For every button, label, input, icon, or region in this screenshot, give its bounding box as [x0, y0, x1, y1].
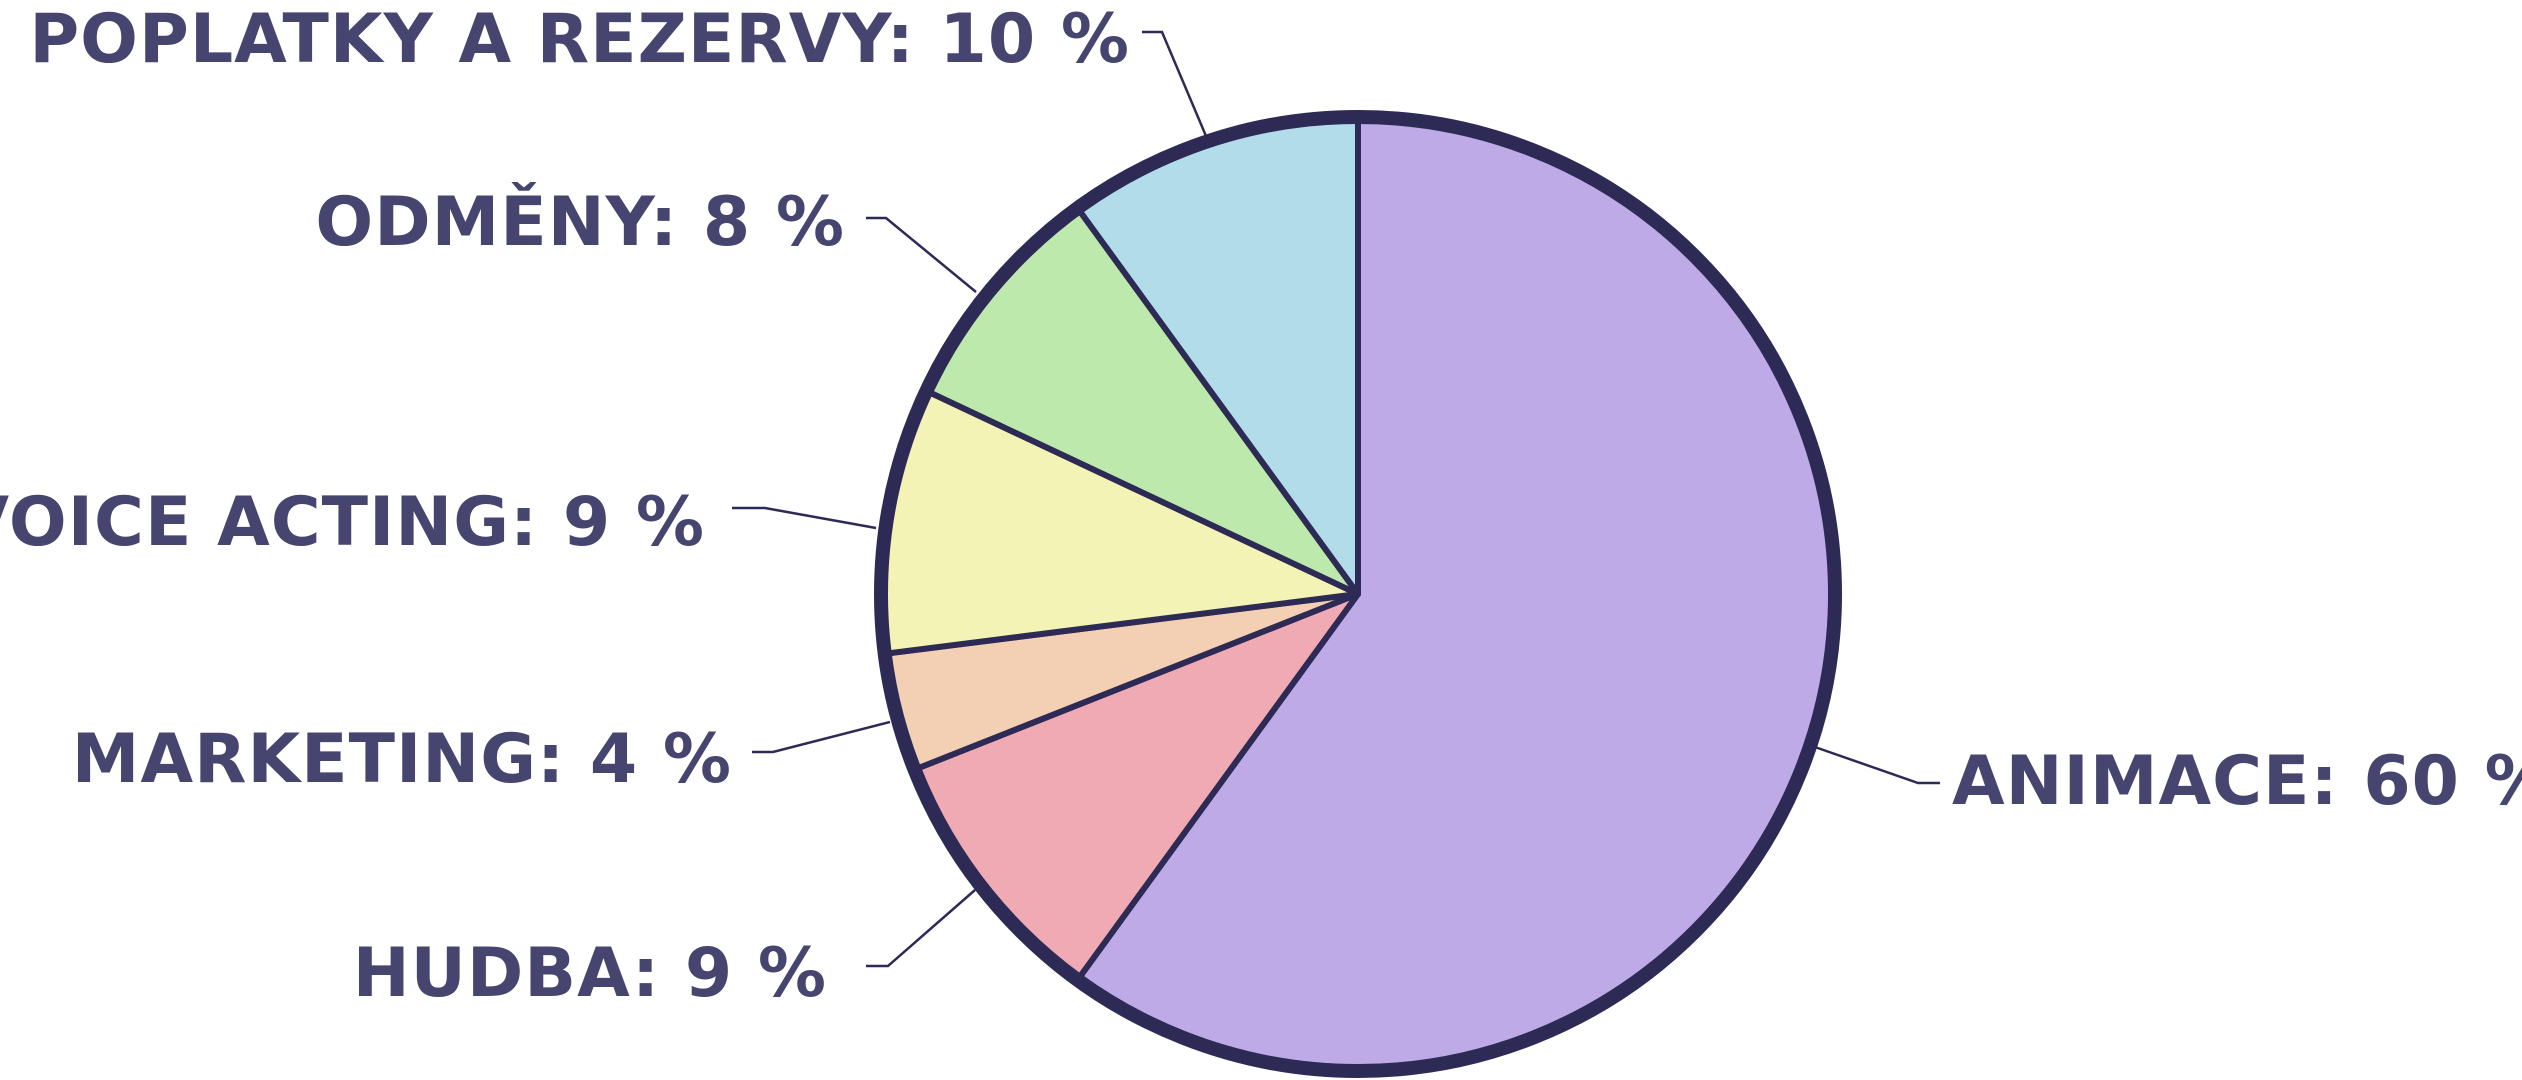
slice-label-poplatky-a-rezervy: POPLATKY A REZERVY: 10 %: [29, 0, 1130, 79]
leader-line-voice-acting: [732, 506, 877, 530]
leader-line-odmeny: [866, 216, 977, 293]
slice-label-hudba: HUDBA: 9 %: [353, 934, 827, 1013]
leader-line-poplatky-a-rezervy: [1142, 30, 1208, 137]
slice-label-odmeny: ODMĚNY: 8 %: [315, 182, 845, 262]
slice-label-marketing: MARKETING: 4 %: [72, 720, 732, 799]
slice-labels: ANIMACE: 60 % HUDBA: 9 % MARKETING: 4 % VOI…: [0, 0, 2522, 1013]
leader-line-animace: [1811, 744, 1940, 785]
leader-line-marketing: [752, 720, 891, 754]
slice-label-voice-acting: VOICE ACTING: 9 %: [0, 483, 705, 562]
pie-outline: [874, 110, 1842, 1078]
slice-label-animace: ANIMACE: 60 %: [1952, 742, 2522, 821]
leader-line-hudba: [866, 889, 976, 968]
leader-lines: [732, 30, 1940, 968]
